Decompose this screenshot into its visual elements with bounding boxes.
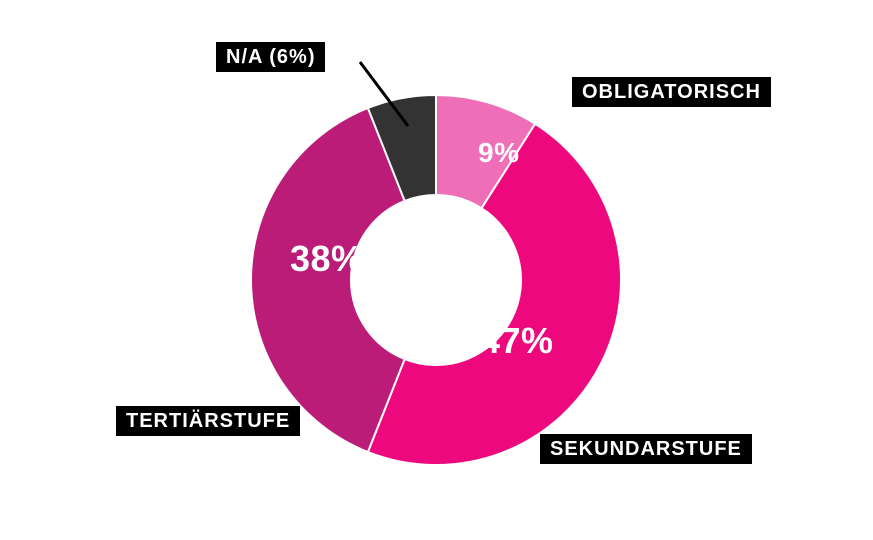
pct-obligatorisch: 9% — [478, 137, 519, 169]
label-na: N/A (6%) — [216, 42, 325, 72]
donut-chart: 9% 47% 38% OBLIGATORISCH SEKUNDARSTUFE T… — [0, 0, 873, 540]
pct-tertiaerstufe: 38% — [290, 238, 364, 280]
label-sekundarstufe: SEKUNDARSTUFE — [540, 434, 752, 464]
label-obligatorisch: OBLIGATORISCH — [572, 77, 771, 107]
label-tertiaerstufe: TERTIÄRSTUFE — [116, 406, 300, 436]
pct-sekundarstufe: 47% — [480, 320, 554, 362]
donut-segment-tertiaerstufe — [251, 108, 405, 452]
